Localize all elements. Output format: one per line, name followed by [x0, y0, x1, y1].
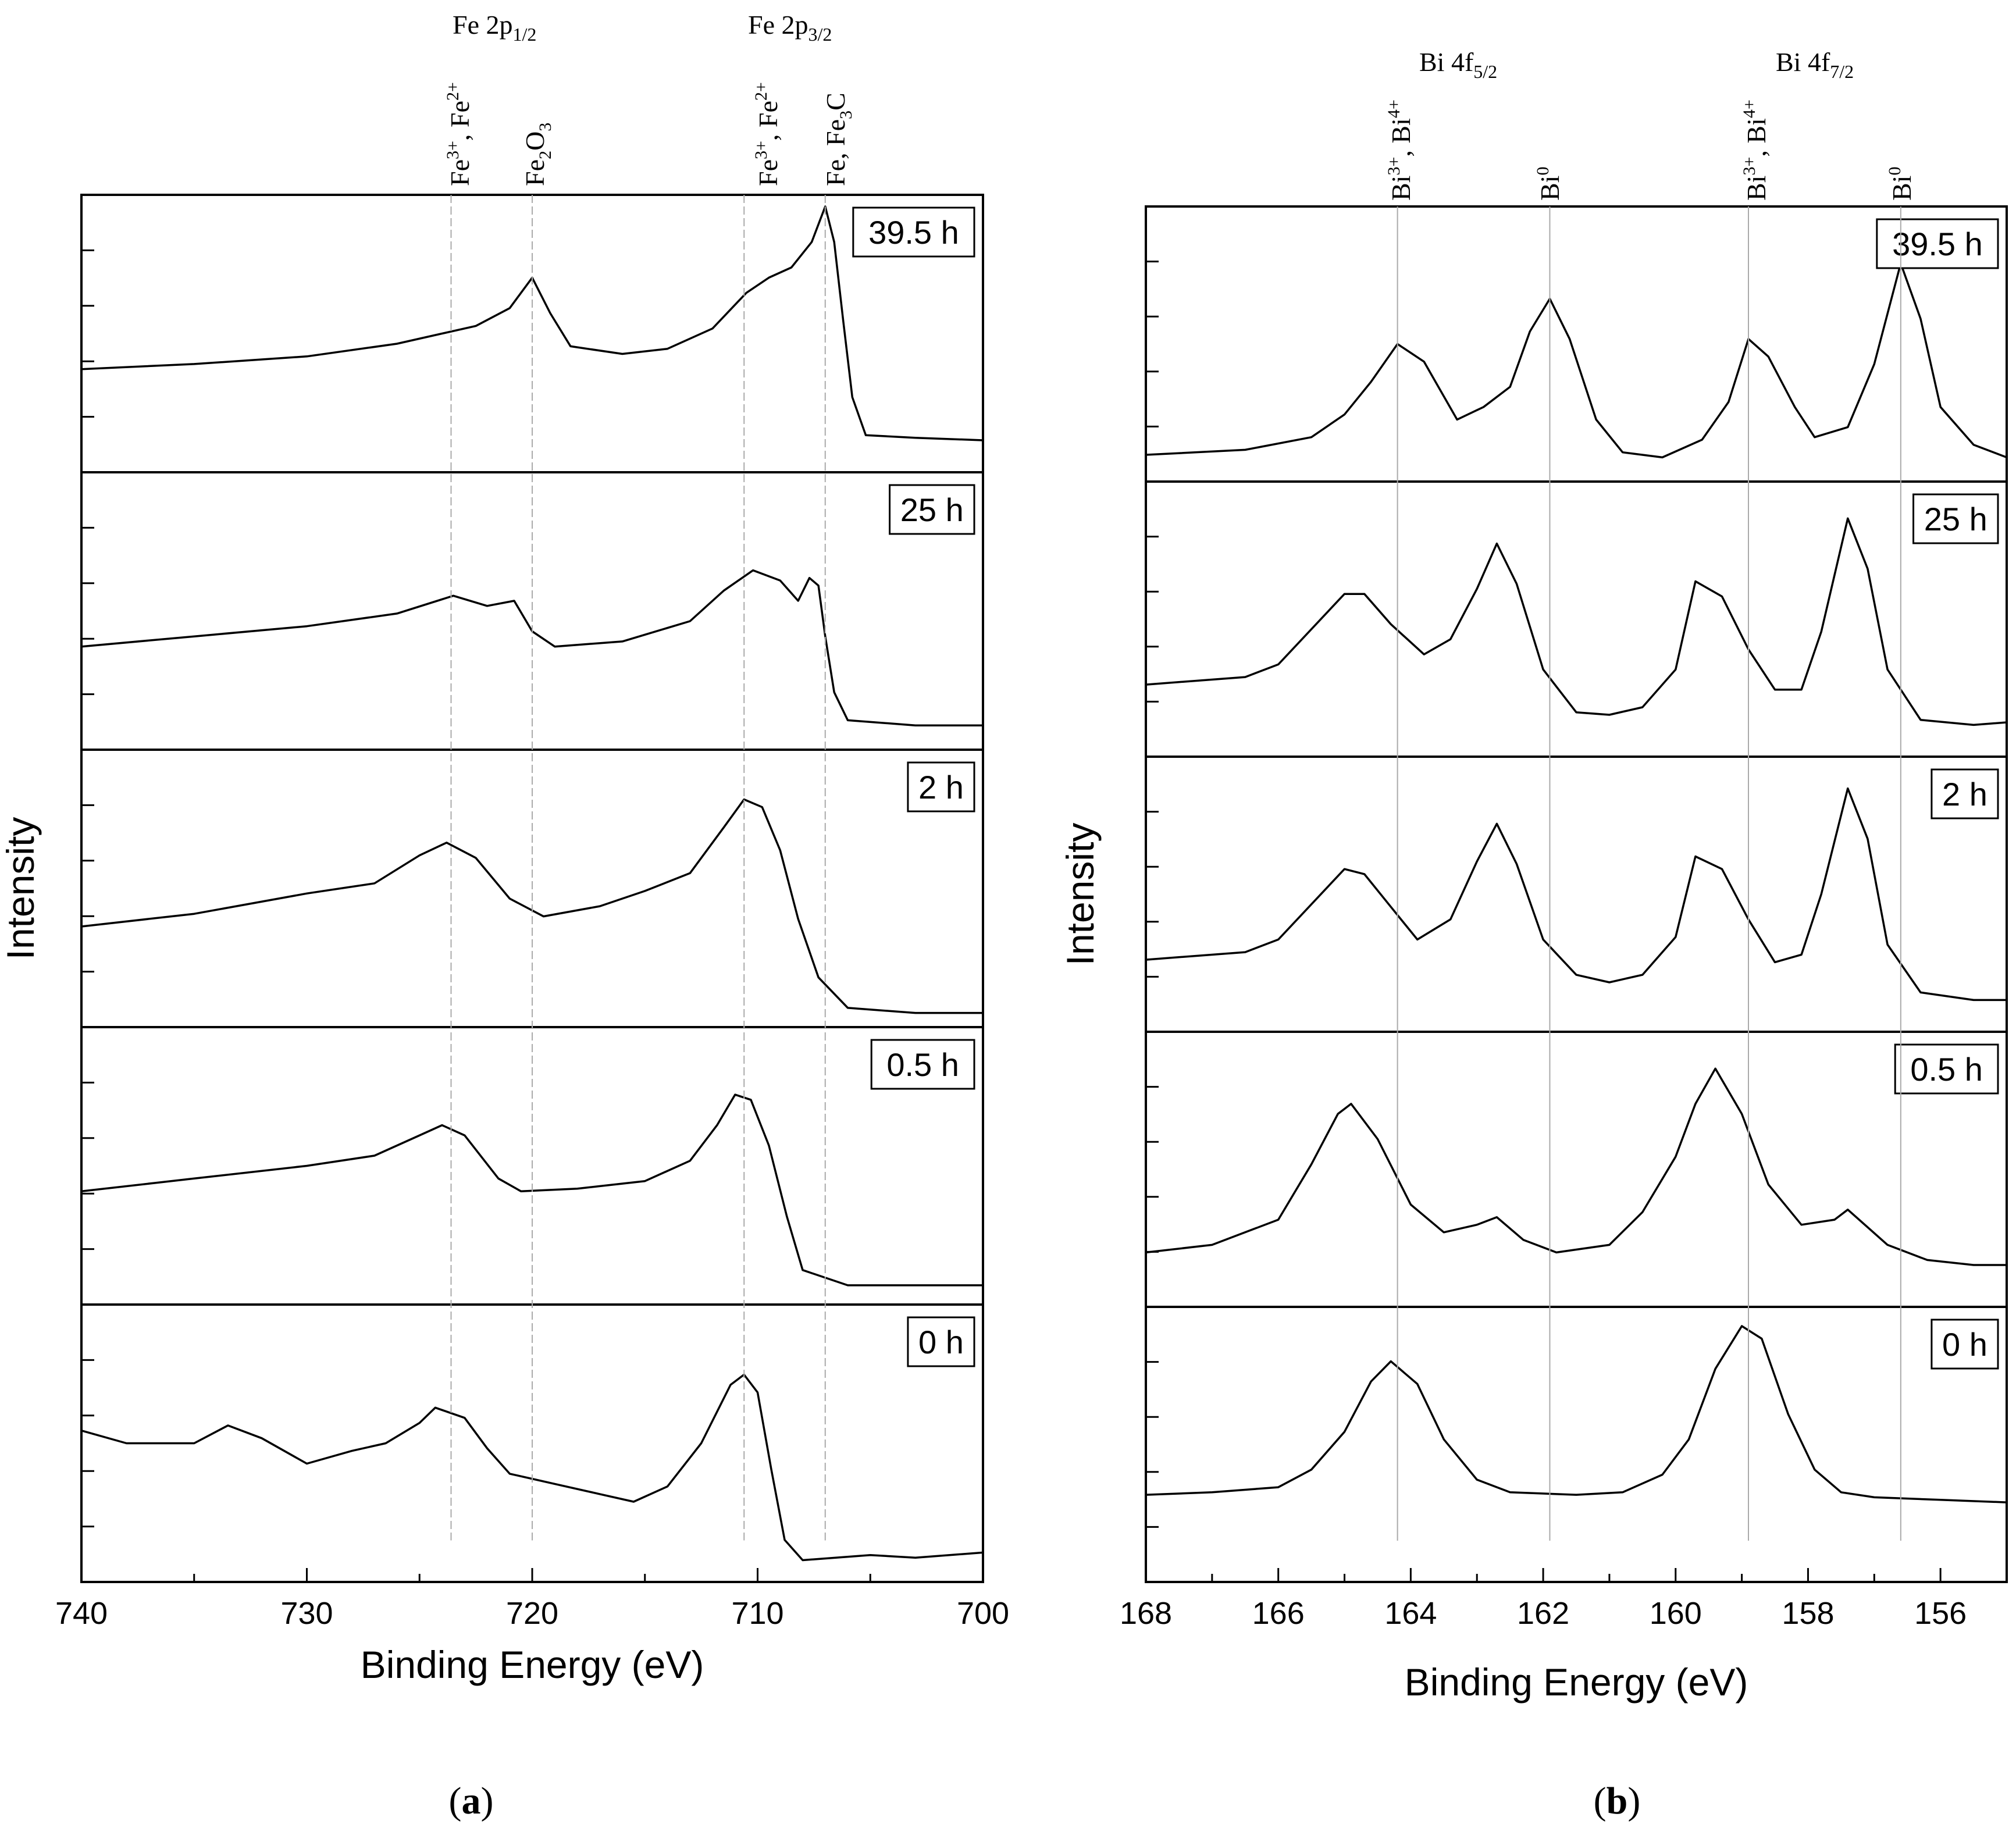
series-label: 39.5 h: [1892, 226, 1983, 262]
x-tick-label: 720: [506, 1596, 558, 1631]
fe-2p12-label: Fe 2p1/2: [453, 10, 536, 45]
fe-2p32-label: Fe 2p3/2: [748, 10, 832, 45]
series-label-box: [1930, 768, 1999, 819]
series-label: 0.5 h: [886, 1046, 959, 1083]
series-label: 2 h: [918, 769, 964, 806]
peak-label: Bi0: [1885, 167, 1917, 201]
x-tick-label: 700: [957, 1596, 1009, 1631]
caption-a: (a): [449, 1780, 494, 1822]
series-label-box: [852, 206, 975, 258]
series-label-box: [907, 1316, 975, 1367]
series-line: [81, 569, 983, 726]
panel-b-peak-labels: Bi3+, Bi4+ Bi0 Bi3+, Bi4+ Bi0: [1384, 99, 1917, 201]
x-axis-title: Binding Energy (eV): [361, 1643, 704, 1686]
x-tick-label: 710: [731, 1596, 783, 1631]
series-label-box: [1876, 218, 1999, 269]
series-line: [81, 205, 984, 441]
series-label-box: [1912, 493, 1999, 544]
panel-b-plot: 39.5 h 25 h 2 h 0.5 h 0 h 168 166 164 162 160 158 1…: [1059, 205, 2008, 1704]
series-label: 0.5 h: [1910, 1051, 1983, 1088]
y-axis-title: Intensity: [1059, 823, 1102, 966]
series-label-box: [1930, 1319, 1999, 1370]
plot-frame: [1145, 205, 2008, 1583]
bi-4f52-label: Bi 4f5/2: [1419, 47, 1497, 82]
series-label: 2 h: [1942, 776, 1987, 813]
x-axis-title: Binding Energy (eV): [1405, 1660, 1748, 1704]
y-axis-title: Intensity: [0, 817, 42, 960]
peak-label: Bi3+, Bi4+: [1740, 99, 1771, 201]
series-label: 25 h: [900, 491, 964, 528]
series-label: 0 h: [918, 1324, 964, 1360]
peak-label: Fe3+, Fe2+: [443, 82, 475, 186]
series-line: [1145, 517, 2007, 726]
x-tick-label: 168: [1120, 1596, 1172, 1631]
series-line: [81, 1093, 983, 1287]
x-tick-label: 164: [1384, 1596, 1437, 1631]
peak-label: Fe, Fe3C: [821, 92, 856, 186]
x-tick-label: 730: [280, 1596, 333, 1631]
series-label-box: [907, 761, 975, 813]
panel-a-plot: 39.5 h 25 h 2 h 0.5 h 0 h 740 730 720 710 700 Bind…: [0, 194, 1009, 1686]
series-label: 0 h: [1942, 1326, 1987, 1363]
x-tick-label: 740: [55, 1596, 108, 1631]
series-line: [1145, 1067, 2007, 1266]
x-tick-label: 160: [1650, 1596, 1702, 1631]
peak-label: Fe2O3: [520, 123, 555, 186]
series-label-box: [889, 484, 975, 535]
series-label-box: [1894, 1043, 1999, 1095]
x-tick-label: 166: [1252, 1596, 1305, 1631]
panel-b-group-labels: Bi 4f5/2 Bi 4f7/2: [1419, 47, 1854, 82]
series-line: [81, 798, 983, 1014]
peak-label: Bi3+, Bi4+: [1384, 99, 1416, 201]
series-label-box: [870, 1039, 975, 1090]
peak-label: Fe3+, Fe2+: [751, 82, 783, 186]
series-label: 39.5 h: [868, 214, 959, 251]
panel-a-peak-labels: Fe3+, Fe2+ Fe2O3 Fe3+, Fe2+ Fe, Fe3C: [443, 82, 856, 186]
bi-4f72-label: Bi 4f7/2: [1776, 47, 1854, 82]
x-tick-label: 156: [1914, 1596, 1967, 1631]
series-line: [81, 1373, 984, 1562]
caption-b: (b): [1594, 1780, 1641, 1822]
peak-label: Bi0: [1533, 167, 1565, 201]
series-label: 25 h: [1924, 501, 1987, 537]
series-line: [1145, 1325, 2007, 1503]
x-tick-label: 162: [1517, 1596, 1569, 1631]
x-tick-label: 158: [1782, 1596, 1834, 1631]
series-line: [1145, 787, 2007, 1002]
panel-a-group-labels: Fe 2p1/2 Fe 2p3/2: [453, 10, 832, 45]
series-line: [1145, 262, 2007, 459]
